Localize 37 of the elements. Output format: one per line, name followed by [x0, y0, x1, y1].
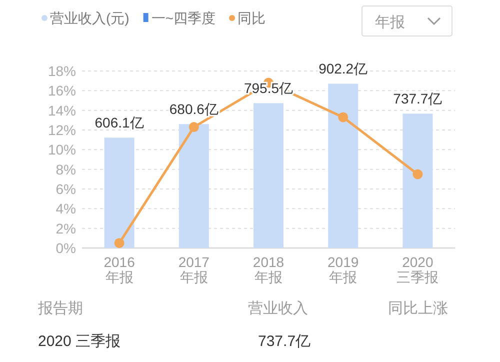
- y-tick-label: 2%: [56, 220, 76, 236]
- point: [114, 238, 124, 248]
- bar: [402, 114, 433, 248]
- data-label: 902.2亿: [318, 60, 368, 77]
- y-tick-label: 18%: [48, 63, 76, 79]
- point: [338, 112, 348, 122]
- text: 营业收入: [248, 300, 308, 317]
- text: 737.7亿: [258, 333, 311, 350]
- y-tick-label: 6%: [56, 181, 76, 197]
- bar: [104, 138, 134, 248]
- legend-label: 一~四季度: [151, 10, 216, 26]
- x-tick-label: 2016 年报: [104, 254, 136, 285]
- data-label: 606.1亿: [94, 114, 144, 131]
- y-tick-label: 12%: [48, 122, 76, 138]
- data-label: 680.6亿: [169, 101, 218, 118]
- text: 报告期: [37, 300, 83, 317]
- x-tick-label: 2019 年报: [328, 254, 359, 285]
- x-tick-label: 2018 年报: [252, 254, 284, 285]
- x-tick-label: 2020 三季报: [396, 254, 439, 285]
- point: [188, 122, 199, 132]
- text: 2020 三季报: [38, 333, 121, 350]
- x-tick-label: 2017 年报: [178, 254, 210, 285]
- bar: [178, 124, 209, 248]
- legend-label: 同比: [238, 10, 266, 26]
- bar: [328, 84, 358, 248]
- y-tick-label: 14%: [48, 102, 76, 118]
- y-tick-label: 4%: [56, 200, 76, 217]
- bar: [254, 103, 284, 248]
- y-tick-label: 8%: [56, 161, 76, 178]
- data-label: 737.7亿: [393, 90, 442, 107]
- text: 年报: [375, 14, 405, 31]
- text: 同比上涨: [388, 300, 448, 317]
- y-tick-label: 0%: [56, 240, 76, 256]
- y-tick-label: 10%: [48, 142, 76, 158]
- legend-label: 营业收入(元): [50, 10, 130, 26]
- y-tick-label: 16%: [48, 82, 76, 99]
- point: [412, 169, 423, 180]
